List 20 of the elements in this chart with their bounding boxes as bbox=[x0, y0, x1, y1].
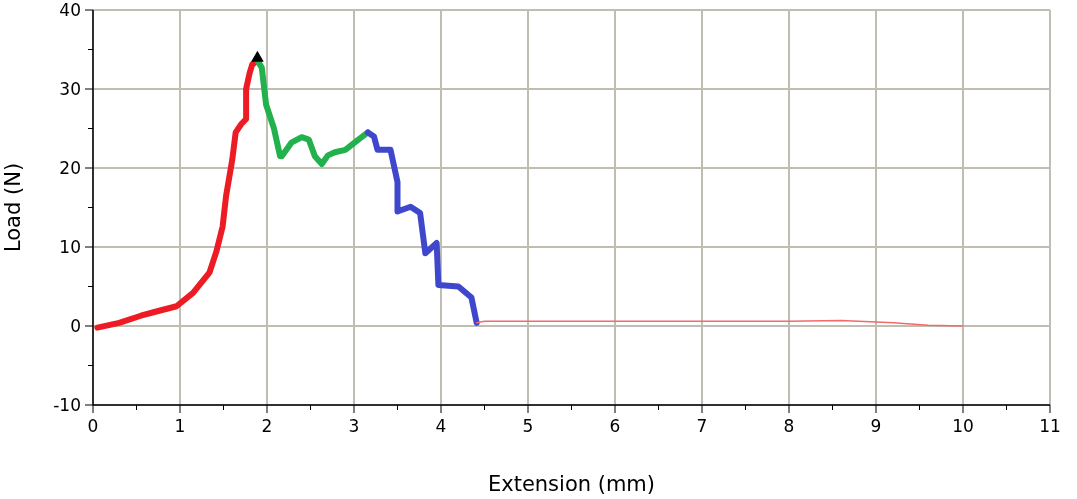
y-tick-label: -10 bbox=[53, 394, 81, 415]
y-axis-title: Load (N) bbox=[1, 162, 25, 253]
y-tick-label: 20 bbox=[59, 157, 81, 178]
x-tick-label: 9 bbox=[870, 416, 882, 436]
x-tick-label: 3 bbox=[348, 416, 360, 436]
x-tick-label: 6 bbox=[609, 416, 621, 436]
x-tick-label: 10 bbox=[952, 416, 974, 436]
x-tick-label: 2 bbox=[261, 416, 273, 436]
y-tick-label: 10 bbox=[59, 236, 81, 257]
x-axis-title: Extension (mm) bbox=[487, 472, 656, 496]
y-tick-label: 0 bbox=[70, 315, 81, 336]
x-tick-label: 8 bbox=[783, 416, 795, 436]
x-tick-label: 1 bbox=[174, 416, 186, 436]
x-tick-label: 4 bbox=[435, 416, 447, 436]
x-tick-label: 0 bbox=[87, 416, 99, 436]
y-tick-label: 40 bbox=[59, 0, 81, 20]
x-tick-label: 7 bbox=[696, 416, 708, 436]
y-tick-label: 30 bbox=[59, 78, 81, 99]
x-tick-label: 5 bbox=[522, 416, 534, 436]
x-tick-label: 11 bbox=[1039, 416, 1061, 436]
